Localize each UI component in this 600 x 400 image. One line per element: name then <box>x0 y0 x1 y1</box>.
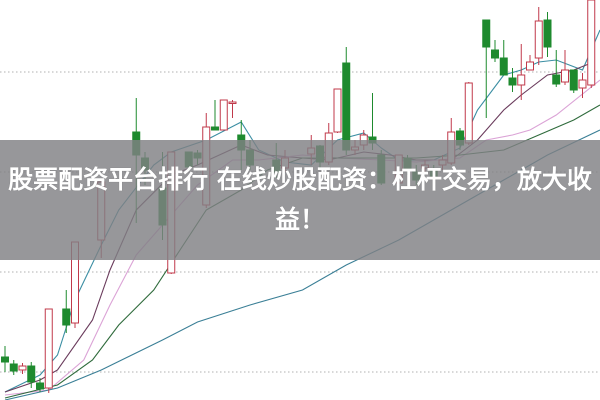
candle-down <box>482 19 491 48</box>
candle-up <box>587 0 596 86</box>
title-banner: 股票配资平台排行 在线炒股配资：杠杆交易，放大收益！ <box>0 140 600 260</box>
candle-down <box>62 308 71 326</box>
candle-up <box>578 79 587 89</box>
banner-title: 股票配资平台排行 在线炒股配资：杠杆交易，放大收益！ <box>8 165 592 234</box>
candle-up <box>228 101 237 104</box>
candle-up <box>561 69 569 83</box>
candle-down <box>211 126 219 131</box>
candle-down <box>36 382 44 390</box>
candle-up <box>44 308 53 389</box>
candle-up <box>219 99 228 131</box>
candle-down <box>499 57 508 76</box>
candle-up <box>526 61 534 71</box>
candle-up <box>333 88 342 133</box>
candle-down <box>543 19 552 48</box>
candle-down <box>9 363 18 372</box>
candle-up <box>464 82 473 144</box>
candle-down <box>508 77 517 86</box>
candle-down <box>491 49 499 59</box>
candle-up <box>517 74 526 86</box>
candle-down <box>552 74 561 85</box>
candle-up <box>18 365 27 371</box>
candle-down <box>1 356 9 363</box>
candle-down <box>342 62 351 151</box>
candle-down <box>569 69 578 91</box>
candle-down <box>27 365 36 383</box>
candle-up <box>534 20 543 59</box>
